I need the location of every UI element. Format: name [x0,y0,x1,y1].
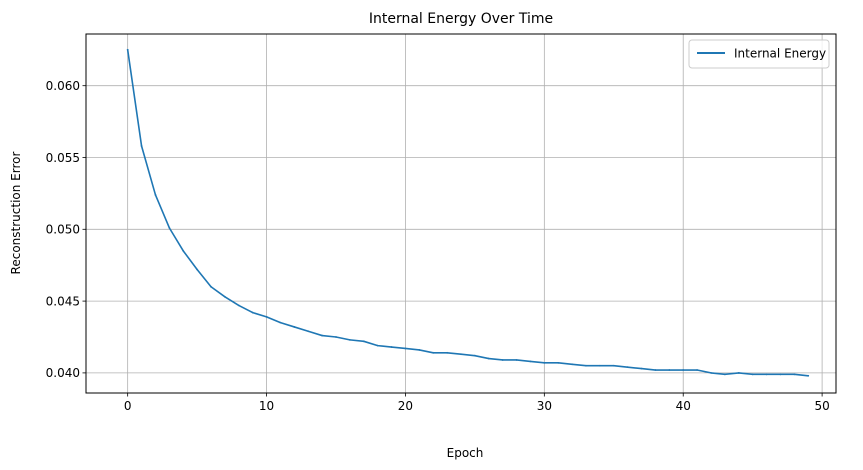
y-tick-label: 0.050 [46,223,80,237]
plot-area-frame [85,33,837,394]
data-point [376,344,379,347]
data-point [473,354,476,357]
legend-box [688,39,830,69]
data-point [668,369,671,371]
data-point [126,48,129,51]
data-point [598,364,601,367]
data-point [168,226,171,229]
data-point [293,326,296,328]
data-point [571,363,574,366]
y-tick-label: 0.045 [46,294,80,308]
data-point [362,340,365,343]
x-tick-label: 20 [398,399,413,413]
data-point [446,351,449,354]
data-point [585,364,587,367]
legend-label: Internal Energy [734,47,826,61]
data-point [807,374,810,377]
data-point [723,373,726,376]
x-tick-label: 40 [676,399,691,413]
data-point [654,369,657,371]
x-axis-label: Epoch [447,446,484,460]
data-point [432,351,435,354]
data-point [251,311,254,314]
data-point [237,304,240,307]
data-point [404,347,407,350]
data-point [793,373,796,376]
data-point [279,321,282,324]
data-point [612,364,615,367]
data-point [140,145,143,147]
data-point [501,359,504,361]
data-point [779,373,782,376]
data-point [515,359,518,361]
data-point [543,361,546,364]
data-point [710,372,712,374]
data-point [765,373,768,376]
data-point [696,369,699,371]
data-point [626,366,629,369]
data-point [182,249,185,252]
data-point [154,193,157,196]
data-point [223,295,226,298]
x-tick-label: 30 [537,399,552,413]
data-point [751,373,754,376]
data-point [487,357,490,360]
y-tick-label: 0.060 [46,79,80,93]
data-point [210,285,212,288]
data-point [682,369,685,371]
data-point [557,361,560,364]
data-point [348,338,351,341]
x-tick-label: 0 [124,399,132,413]
x-tick-label: 50 [814,399,829,413]
x-tick-label: 10 [259,399,274,413]
data-point [418,349,421,351]
legend: Internal Energy [688,39,830,69]
series-line-internal-energy [126,48,810,377]
data-point [640,367,643,370]
y-tick-label: 0.055 [46,151,80,165]
chart-title: Internal Energy Over Time [369,11,553,27]
data-point [737,372,740,374]
data-point [321,334,324,337]
data-point [460,353,462,356]
y-tick-label: 0.040 [46,366,80,380]
series-layer [126,48,810,377]
data-point [390,346,393,348]
y-axis-label: Reconstruction Error [9,152,23,275]
data-point [529,360,532,363]
data-point [196,268,199,271]
data-point [307,330,310,333]
data-point [335,336,337,338]
data-point [265,315,268,318]
ticks: 0 10 20 30 40 50 0.040 0.045 0.050 0.055 0.060 [46,79,830,413]
